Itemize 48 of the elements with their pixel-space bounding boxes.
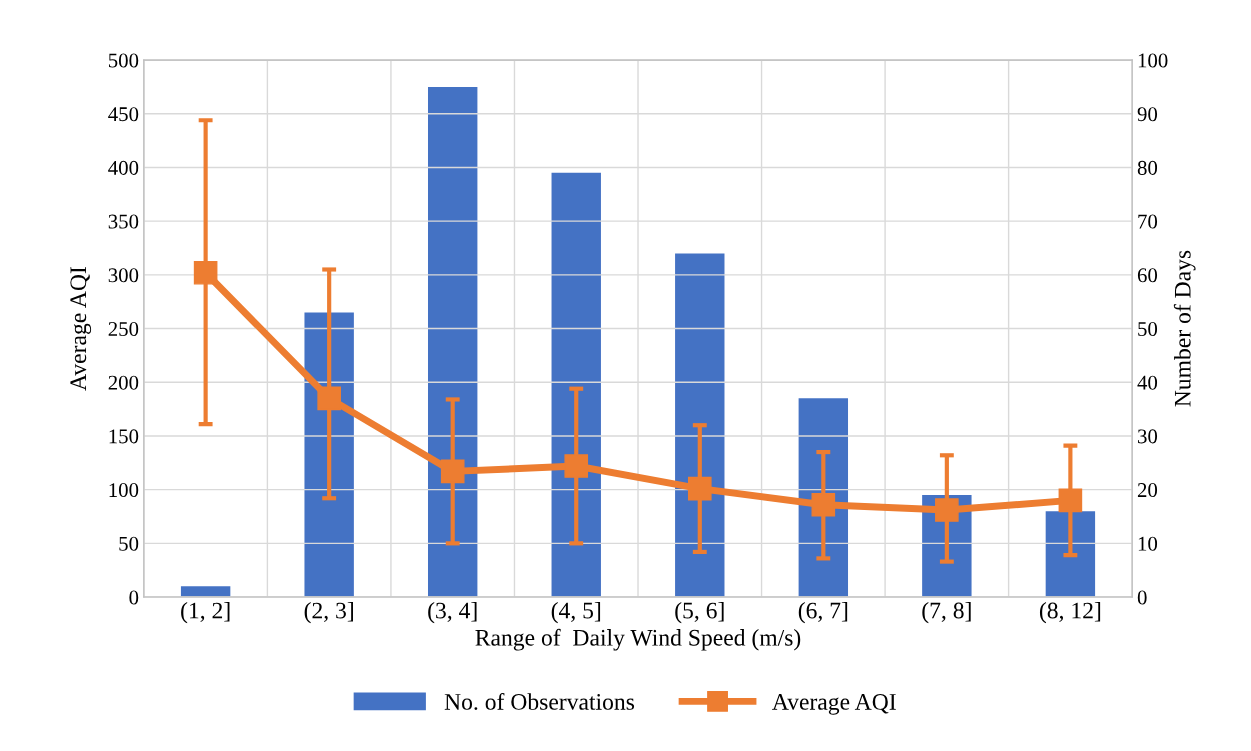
y2-tick-label: 0 bbox=[1137, 590, 1147, 605]
bar bbox=[180, 586, 231, 598]
bar bbox=[675, 253, 725, 598]
y2-tick-label: 40 bbox=[1137, 375, 1158, 390]
point bbox=[564, 454, 589, 478]
point bbox=[935, 498, 959, 522]
point bbox=[1058, 488, 1083, 513]
y2-tick-label: 80 bbox=[1137, 160, 1158, 175]
x-axis-title: Range of Daily Wind Speed (m/s) bbox=[475, 628, 801, 651]
x-tick-label: (3, 4] bbox=[428, 601, 477, 624]
y2-tick-label: 90 bbox=[1137, 107, 1158, 122]
y-axis-title: Average AQI bbox=[70, 267, 92, 391]
y2-tick-label: 10 bbox=[1138, 536, 1158, 551]
x-tick-label: (7, 8] bbox=[922, 601, 971, 624]
y2-tick-label: 30 bbox=[1138, 429, 1158, 444]
y2-tick-label: 50 bbox=[1138, 321, 1158, 336]
x-tick-label: (4, 5] bbox=[551, 601, 601, 624]
y-tick-label: 250 bbox=[108, 321, 139, 336]
y-tick-label: 0 bbox=[129, 590, 139, 605]
x-tick-label: (5, 6] bbox=[675, 601, 724, 624]
y-tick-label: 100 bbox=[109, 483, 139, 498]
point bbox=[811, 492, 836, 517]
y-tick-label: 500 bbox=[108, 53, 139, 68]
y-tick-label: 400 bbox=[108, 160, 139, 175]
y-tick-label: 300 bbox=[108, 268, 139, 283]
legend-label: No. of Observations bbox=[444, 693, 635, 710]
y2-tick-label: 70 bbox=[1138, 214, 1158, 229]
point bbox=[440, 459, 465, 484]
point bbox=[687, 476, 712, 501]
y2-axis-title: Number of Days bbox=[1173, 250, 1196, 407]
y2-tick-label: 100 bbox=[1138, 53, 1168, 68]
point bbox=[317, 386, 341, 411]
bar bbox=[1045, 511, 1096, 598]
y-tick-label: 50 bbox=[119, 536, 139, 551]
y-tick-label: 150 bbox=[109, 429, 139, 444]
x-tick-label: (8, 12] bbox=[1039, 601, 1101, 624]
bar bbox=[551, 172, 601, 598]
y-tick-label: 200 bbox=[108, 375, 139, 390]
x-tick-label: (6, 7] bbox=[798, 601, 848, 624]
legend-label: Average AQI bbox=[772, 694, 896, 715]
point bbox=[193, 260, 218, 285]
x-tick-label: (1, 2] bbox=[181, 601, 230, 624]
y-tick-label: 450 bbox=[108, 107, 139, 122]
y2-tick-label: 20 bbox=[1137, 483, 1158, 498]
x-tick-label: (2, 3] bbox=[304, 601, 353, 624]
y2-tick-label: 60 bbox=[1137, 268, 1158, 283]
y-tick-label: 350 bbox=[108, 214, 139, 229]
bar bbox=[428, 86, 478, 598]
